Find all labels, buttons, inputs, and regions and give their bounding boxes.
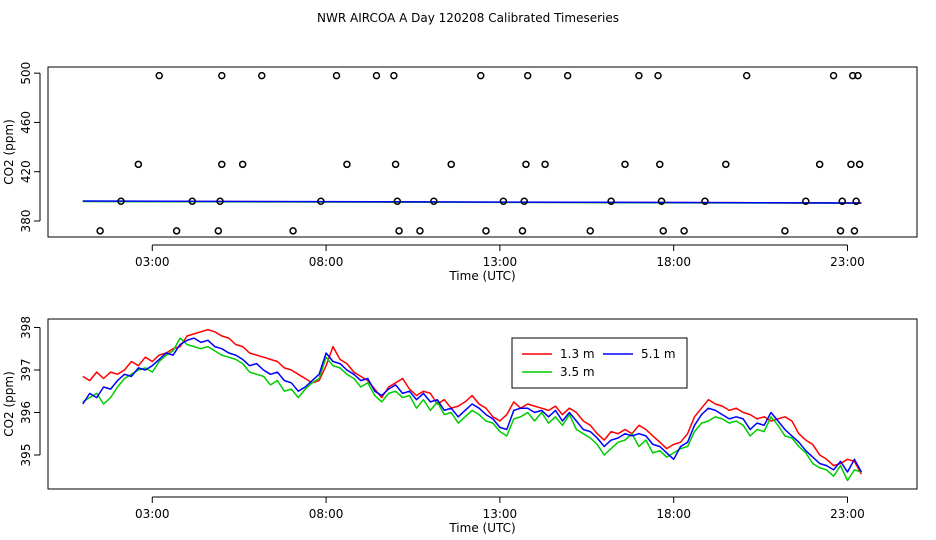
y-tick-label: 397 — [19, 359, 33, 382]
calibration-point — [117, 197, 125, 206]
calibration-point — [430, 197, 438, 206]
calibration-point — [586, 227, 595, 235]
calibration-point — [395, 227, 403, 235]
calibration-point — [390, 71, 398, 80]
y-tick-label: 460 — [19, 111, 33, 134]
calibration-point — [563, 71, 572, 80]
legend-label: 3.5 m — [560, 365, 595, 379]
y-axis-label: CO2 (ppm) — [2, 371, 16, 437]
y-tick-label: 500 — [19, 62, 33, 85]
x-axis-label: Time (UTC) — [448, 521, 515, 535]
calibration-point — [815, 160, 824, 169]
y-tick-label: 420 — [19, 160, 33, 183]
calibration-point — [659, 227, 668, 235]
calibration-point — [155, 71, 163, 80]
calibration-point — [238, 160, 247, 169]
bottom-panel: 03:00 08:00 13:00 18:00 23:00 Time (UTC) 395 39… — [2, 316, 918, 535]
calibration-point — [838, 197, 847, 206]
calibration-point — [477, 71, 485, 80]
x-tick-label: 18:00 — [656, 255, 691, 269]
calibration-point — [216, 197, 224, 206]
calibration-point — [852, 197, 860, 206]
top-panel: 03:00 08:00 13:00 18:00 23:00 Time (UTC) 380 42… — [2, 62, 918, 283]
x-tick-label: 23:00 — [830, 255, 865, 269]
calibration-point — [850, 227, 859, 235]
figure-title: NWR AIRCOA A Day 120208 Calibrated Times… — [317, 11, 619, 25]
calibration-point — [289, 227, 297, 235]
calibration-point — [218, 160, 226, 169]
calibration-point — [680, 227, 688, 235]
calibration-point — [343, 160, 351, 169]
y-tick-label: 398 — [19, 316, 33, 339]
legend-label: 5.1 m — [641, 347, 676, 361]
calibration-point — [855, 160, 864, 169]
calibration-point — [657, 197, 666, 206]
calibration-point — [499, 197, 508, 206]
calibration-point — [847, 160, 855, 169]
legend-box — [511, 337, 688, 389]
calibration-point — [541, 160, 549, 169]
calibration-point — [522, 160, 530, 169]
calibration-point — [836, 227, 845, 235]
calibration-point — [701, 197, 709, 206]
calibration-point — [742, 71, 751, 80]
plot-frame — [47, 66, 918, 238]
series-line-5-1-m — [82, 200, 862, 204]
x-tick-label: 13:00 — [483, 507, 518, 521]
calibration-point — [848, 71, 857, 80]
y-tick-label: 380 — [19, 210, 33, 233]
calibration-point — [393, 197, 402, 206]
y-tick-label: 396 — [19, 401, 33, 424]
legend: 1.3 m 5.1 m 3.5 m — [511, 337, 688, 389]
calibration-point — [188, 197, 197, 206]
x-tick-label: 13:00 — [483, 255, 518, 269]
calibration-point — [802, 197, 810, 206]
x-tick-label: 03:00 — [135, 255, 170, 269]
calibration-point — [523, 71, 532, 80]
x-axis-label: Time (UTC) — [448, 269, 515, 283]
calibration-point — [607, 197, 615, 206]
calibration-point — [372, 71, 381, 80]
calibration-point — [332, 71, 341, 80]
calibration-point — [482, 227, 490, 235]
calibration-point — [854, 71, 862, 80]
calibration-point — [96, 227, 104, 235]
calibration-point — [134, 160, 143, 169]
calibration-point — [635, 71, 643, 80]
calibration-point — [518, 227, 527, 235]
calibration-point — [416, 227, 424, 235]
calibration-point — [258, 71, 266, 80]
x-tick-label: 03:00 — [135, 507, 170, 521]
legend-label: 1.3 m — [560, 347, 595, 361]
calibration-point — [214, 227, 223, 235]
calibration-point — [391, 160, 400, 169]
y-tick-label: 395 — [19, 444, 33, 467]
series-line-3-5-m — [82, 337, 862, 482]
calibration-point — [829, 71, 838, 80]
calibration-point — [317, 197, 325, 206]
x-tick-label: 18:00 — [656, 507, 691, 521]
calibration-point — [218, 71, 226, 80]
calibration-point — [520, 197, 528, 206]
calibration-point — [654, 71, 662, 80]
series-line-5-1-m — [82, 337, 863, 473]
series-line-1-3-m — [82, 328, 863, 475]
calibration-point — [447, 160, 455, 169]
x-tick-label: 23:00 — [830, 507, 865, 521]
plot-frame — [47, 318, 918, 490]
x-tick-label: 08:00 — [309, 255, 344, 269]
x-tick-label: 08:00 — [309, 507, 344, 521]
calibration-point — [781, 227, 789, 235]
calibration-point — [621, 160, 629, 169]
calibration-point — [722, 160, 730, 169]
y-axis-label: CO2 (ppm) — [2, 119, 16, 185]
calibration-point — [656, 160, 664, 169]
calibration-point — [172, 227, 181, 235]
